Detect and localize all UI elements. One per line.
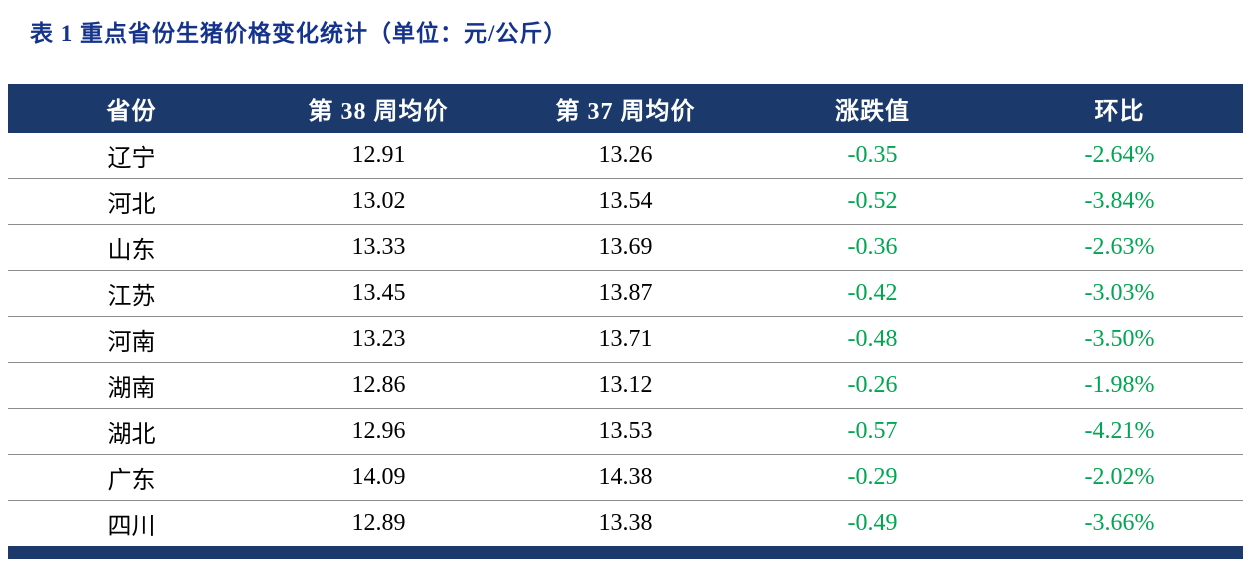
- col-header-change: 涨跌值: [749, 84, 996, 133]
- week37-avg-cell: 13.38: [598, 510, 653, 536]
- table-row: 湖南 12.86 13.12 -0.26 -1.98%: [8, 362, 1243, 409]
- change-cell: -0.26: [749, 362, 996, 409]
- table-bottom-rule: [8, 546, 1243, 559]
- change-cell: -0.35: [749, 133, 996, 179]
- table-row: 山东 13.33 13.69 -0.36 -2.63%: [8, 224, 1243, 271]
- table-row: 广东 14.09 14.38 -0.29 -2.02%: [8, 454, 1243, 501]
- table-body: 辽宁 12.91 13.26 -0.35 -2.64% 河北 13.02 13.54 -0.52…: [8, 133, 1243, 546]
- week38-avg-cell: 12.91: [255, 133, 502, 179]
- province-cell: 四川: [107, 514, 156, 540]
- pct-change-cell: -4.21%: [996, 408, 1243, 455]
- pct-change-cell: -2.63%: [996, 224, 1243, 271]
- col-header-pct-change: 环比: [996, 84, 1243, 133]
- week38-avg-cell: 13.45: [255, 270, 502, 317]
- change-cell: -0.36: [749, 224, 996, 271]
- week38-avg-cell: 14.09: [255, 454, 502, 501]
- week37-avg-cell: 13.53: [502, 408, 749, 455]
- col-header-province: 省份: [8, 84, 255, 133]
- table-row: 河南 13.23 13.71 -0.48 -3.50%: [8, 316, 1243, 363]
- price-table: 省份 第 38 周均价 第 37 周均价 涨跌值 环比 辽宁 12.91 13.26…: [8, 84, 1243, 546]
- pct-change-cell: -3.03%: [996, 270, 1243, 317]
- change-cell: -0.29: [749, 454, 996, 501]
- pct-change-cell: -3.84%: [996, 178, 1243, 225]
- col-header-week38-avg: 第 38 周均价: [255, 84, 502, 133]
- week37-avg-cell: 14.38: [502, 454, 749, 501]
- week38-avg-cell: 13.23: [255, 316, 502, 363]
- table-caption: 表 1 重点省份生猪价格变化统计（单位：元/公斤）: [30, 21, 568, 46]
- pct-change-cell: -1.98%: [996, 362, 1243, 409]
- pct-change-cell: -2.02%: [996, 454, 1243, 501]
- change-cell: -0.57: [749, 408, 996, 455]
- week38-avg-cell: 12.96: [255, 408, 502, 455]
- province-cell: 湖北: [8, 408, 255, 455]
- pct-change-cell: -3.66%: [1084, 510, 1155, 536]
- col-header-week37-avg: 第 37 周均价: [502, 84, 749, 133]
- price-table-container: 省份 第 38 周均价 第 37 周均价 涨跌值 环比 辽宁 12.91 13.26…: [8, 84, 1243, 559]
- province-cell: 广东: [8, 454, 255, 501]
- pct-change-cell: -2.64%: [996, 133, 1243, 179]
- change-cell: -0.49: [847, 510, 898, 536]
- pct-change-cell: -3.50%: [996, 316, 1243, 363]
- change-cell: -0.42: [749, 270, 996, 317]
- table-row: 辽宁 12.91 13.26 -0.35 -2.64%: [8, 133, 1243, 179]
- week38-avg-cell: 12.86: [255, 362, 502, 409]
- province-cell: 江苏: [8, 270, 255, 317]
- province-cell: 山东: [8, 224, 255, 271]
- week38-avg-cell: 12.89: [351, 510, 406, 536]
- week38-avg-cell: 13.33: [255, 224, 502, 271]
- change-cell: -0.52: [749, 178, 996, 225]
- table-row: 河北 13.02 13.54 -0.52 -3.84%: [8, 178, 1243, 225]
- week37-avg-cell: 13.26: [502, 133, 749, 179]
- province-cell: 湖南: [8, 362, 255, 409]
- week37-avg-cell: 13.87: [502, 270, 749, 317]
- week37-avg-cell: 13.54: [502, 178, 749, 225]
- week38-avg-cell: 13.02: [255, 178, 502, 225]
- province-cell: 辽宁: [8, 133, 255, 179]
- week37-avg-cell: 13.69: [502, 224, 749, 271]
- table-row: 四川 12.89 13.38 -0.49 -3.66%: [8, 501, 1243, 547]
- province-cell: 河北: [8, 178, 255, 225]
- table-row: 湖北 12.96 13.53 -0.57 -4.21%: [8, 408, 1243, 455]
- province-cell: 河南: [8, 316, 255, 363]
- header-row: 省份 第 38 周均价 第 37 周均价 涨跌值 环比: [8, 84, 1243, 133]
- change-cell: -0.48: [749, 316, 996, 363]
- week37-avg-cell: 13.71: [502, 316, 749, 363]
- week37-avg-cell: 13.12: [502, 362, 749, 409]
- table-row: 江苏 13.45 13.87 -0.42 -3.03%: [8, 270, 1243, 317]
